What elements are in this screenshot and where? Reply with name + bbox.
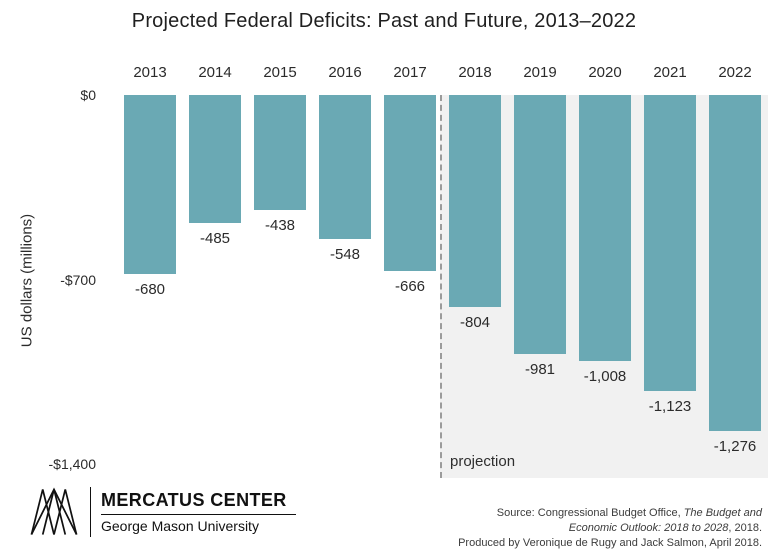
bar-value-label: -438 <box>264 217 296 234</box>
bar-value-label: -680 <box>134 281 166 298</box>
y-axis-tick-label: $0 <box>80 87 96 103</box>
source-line-1: Source: Congressional Budget Office, The… <box>496 507 762 520</box>
bar <box>644 95 696 391</box>
y-axis-tick-label: -$1,400 <box>48 456 96 472</box>
source-line-2: Economic Outlook: 2018 to 2028, 2018. <box>568 522 762 535</box>
bar-value-label: -485 <box>199 230 231 247</box>
mercatus-logo-icon <box>30 487 78 535</box>
bar-year-label: 2017 <box>393 64 427 81</box>
logo-rule <box>101 514 296 515</box>
bar-year-label: 2016 <box>328 64 362 81</box>
logo-title: MERCATUS CENTER <box>101 490 287 510</box>
chart-title: Projected Federal Deficits: Past and Fut… <box>131 10 637 32</box>
projection-label: projection <box>450 453 516 470</box>
bar-year-label: 2015 <box>263 64 297 81</box>
projection-divider-line <box>440 95 442 478</box>
source-attribution: Source: Congressional Budget Office, The… <box>458 506 762 551</box>
y-axis-tick-label: -$700 <box>60 271 96 288</box>
bar <box>384 95 436 271</box>
source-line-3: Produced by Veronique de Rugy and Jack S… <box>458 537 762 550</box>
bar-year-label: 2020 <box>588 64 622 81</box>
bar-year-label: 2021 <box>653 64 687 81</box>
bar <box>189 95 241 223</box>
bar-value-label: -1,276 <box>713 438 757 455</box>
bar <box>449 95 501 307</box>
bar <box>124 95 176 274</box>
bar <box>319 95 371 239</box>
bar-year-label: 2018 <box>458 64 492 81</box>
bar <box>709 95 761 431</box>
mercatus-logo: MERCATUS CENTER George Mason University <box>28 486 296 538</box>
bar-value-label: -804 <box>459 314 491 331</box>
bar-chart: US dollars (millions) projection $0 -$700-… <box>19 64 768 478</box>
logo-divider <box>90 487 91 537</box>
bar-value-label: -981 <box>524 361 556 378</box>
bar-year-label: 2013 <box>133 64 167 81</box>
logo-subtitle: George Mason University <box>101 518 259 534</box>
bar-value-label: -548 <box>329 246 361 263</box>
bar-year-label: 2022 <box>718 64 752 81</box>
bar <box>579 95 631 361</box>
bar-year-label: 2019 <box>523 64 557 81</box>
bar <box>514 95 566 354</box>
logo-text: MERCATUS CENTER George Mason University <box>101 490 296 534</box>
bar-year-label: 2014 <box>198 64 232 81</box>
bar-value-label: -1,008 <box>583 368 627 385</box>
bar <box>254 95 306 210</box>
bar-value-label: -666 <box>394 278 426 295</box>
bar-value-label: -1,123 <box>648 398 692 415</box>
